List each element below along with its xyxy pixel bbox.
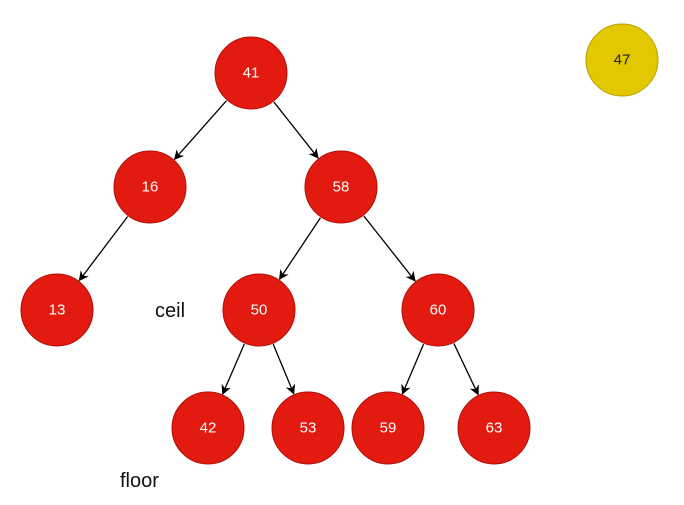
node-circle <box>20 273 94 347</box>
node-47: 47 <box>585 23 659 97</box>
node-16: 16 <box>113 150 187 224</box>
node-label: 13 <box>49 302 66 319</box>
edge-58-50 <box>278 217 322 281</box>
node-label: 60 <box>430 302 447 319</box>
node-41: 41 <box>214 36 288 110</box>
node-circle <box>271 391 345 465</box>
node-circle <box>585 23 659 97</box>
edge-60-59 <box>401 343 425 395</box>
node-label: 58 <box>333 179 350 196</box>
nodes-layer: 41 16 58 13 50 60 42 53 59 63 47 <box>20 23 659 465</box>
ceil-label: ceil <box>155 300 185 322</box>
node-circle <box>401 273 475 347</box>
edge-50-42 <box>221 343 245 395</box>
node-50: 50 <box>222 273 296 347</box>
edge-50-53 <box>272 343 295 395</box>
node-circle <box>222 273 296 347</box>
node-63: 63 <box>457 391 531 465</box>
node-label: 47 <box>614 52 631 69</box>
node-circle <box>457 391 531 465</box>
node-circle <box>214 36 288 110</box>
node-circle <box>113 150 187 224</box>
node-label: 41 <box>243 65 260 82</box>
edge-60-63 <box>453 343 479 396</box>
node-label: 63 <box>486 420 503 437</box>
node-59: 59 <box>351 391 425 465</box>
edge-58-60 <box>363 215 416 282</box>
edges-layer <box>78 100 479 396</box>
node-label: 59 <box>380 420 397 437</box>
node-13: 13 <box>20 273 94 347</box>
edge-41-16 <box>173 100 227 161</box>
node-58: 58 <box>304 150 378 224</box>
node-label: 16 <box>142 179 159 196</box>
node-53: 53 <box>271 391 345 465</box>
node-circle <box>171 391 245 465</box>
node-60: 60 <box>401 273 475 347</box>
node-label: 42 <box>200 420 217 437</box>
floor-label: floor <box>120 470 159 492</box>
node-label: 50 <box>251 302 268 319</box>
edge-41-58 <box>273 101 319 159</box>
node-42: 42 <box>171 391 245 465</box>
node-circle <box>351 391 425 465</box>
node-circle <box>304 150 378 224</box>
node-label: 53 <box>300 420 317 437</box>
edge-16-13 <box>78 216 129 282</box>
